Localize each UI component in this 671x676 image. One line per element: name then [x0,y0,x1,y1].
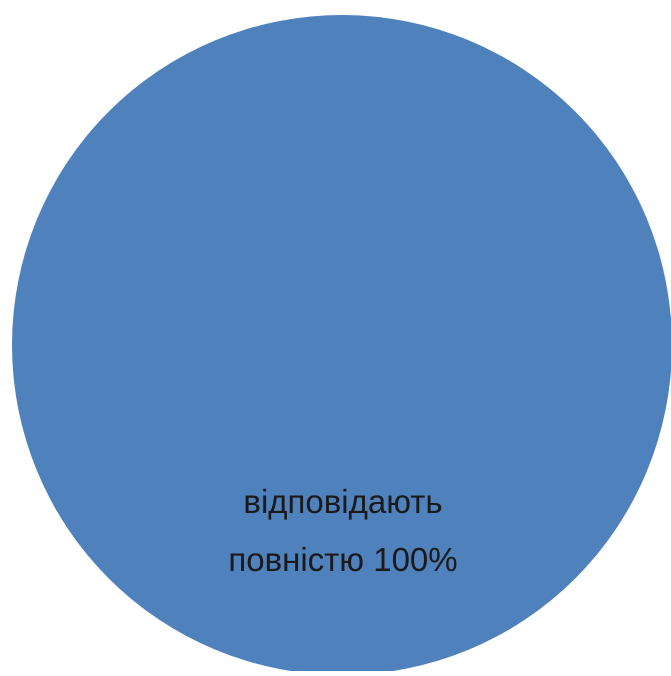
slice-label-line-2: повністю 100% [228,541,457,578]
slices-layer [12,15,671,675]
slice-label-line-1: відповідають [243,483,442,520]
pie-slice-0 [12,15,671,675]
labels-layer: відповідають повністю 100% [228,483,457,578]
